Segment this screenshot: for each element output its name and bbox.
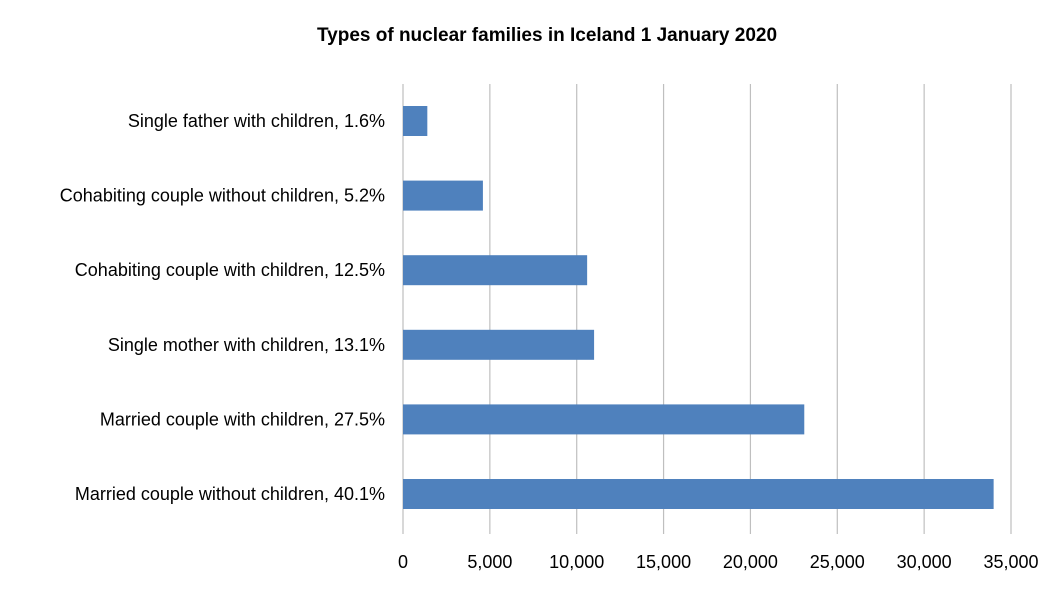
x-tick-label: 5,000	[467, 552, 512, 572]
x-tick-label: 20,000	[723, 552, 778, 572]
category-label: Single father with children, 1.6%	[128, 111, 385, 131]
x-tick-label: 35,000	[983, 552, 1038, 572]
category-label: Cohabiting couple without children, 5.2%	[60, 186, 385, 206]
x-tick-label: 0	[398, 552, 408, 572]
bar	[403, 180, 483, 211]
grid-layer	[402, 84, 1012, 534]
bar	[403, 106, 428, 136]
category-label: Married couple with children, 27.5%	[100, 409, 385, 429]
category-label: Single mother with children, 13.1%	[108, 335, 385, 355]
x-tick-label: 30,000	[897, 552, 952, 572]
x-tick-label: 25,000	[810, 552, 865, 572]
category-label: Married couple without children, 40.1%	[75, 484, 385, 504]
bar	[403, 255, 588, 286]
x-tick-label: 10,000	[549, 552, 604, 572]
bar	[403, 404, 805, 435]
category-labels: Single father with children, 1.6% Cohabit…	[60, 111, 385, 504]
bar	[403, 479, 994, 509]
x-axis-ticks: 0 5,000 10,000 15,000 20,000 25,000 30,000 35,0…	[398, 552, 1039, 572]
x-tick-label: 15,000	[636, 552, 691, 572]
bar	[403, 329, 595, 360]
chart-title: Types of nuclear families in Iceland 1 J…	[317, 25, 777, 46]
category-label: Cohabiting couple with children, 12.5%	[75, 260, 385, 280]
bar-layer	[403, 106, 994, 509]
